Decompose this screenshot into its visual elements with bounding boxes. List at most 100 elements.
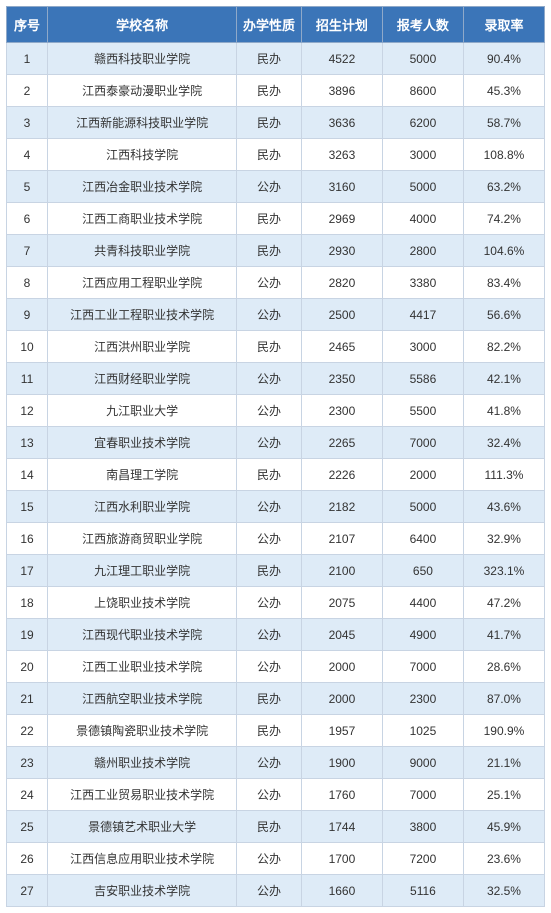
cell-rate: 32.9% xyxy=(463,523,544,555)
cell-app: 7200 xyxy=(382,843,463,875)
cell-app: 5000 xyxy=(382,43,463,75)
cell-type: 公办 xyxy=(237,651,302,683)
cell-name: 江西水利职业学院 xyxy=(48,491,237,523)
cell-type: 公办 xyxy=(237,843,302,875)
cell-name: 江西冶金职业技术学院 xyxy=(48,171,237,203)
col-header-plan: 招生计划 xyxy=(301,7,382,43)
cell-plan: 3896 xyxy=(301,75,382,107)
cell-seq: 18 xyxy=(7,587,48,619)
cell-rate: 42.1% xyxy=(463,363,544,395)
cell-seq: 24 xyxy=(7,779,48,811)
cell-name: 共青科技职业学院 xyxy=(48,235,237,267)
table-row: 9江西工业工程职业技术学院公办2500441756.6% xyxy=(7,299,545,331)
cell-rate: 28.6% xyxy=(463,651,544,683)
cell-seq: 4 xyxy=(7,139,48,171)
cell-seq: 9 xyxy=(7,299,48,331)
col-header-app: 报考人数 xyxy=(382,7,463,43)
cell-plan: 1700 xyxy=(301,843,382,875)
cell-seq: 25 xyxy=(7,811,48,843)
cell-rate: 104.6% xyxy=(463,235,544,267)
cell-type: 公办 xyxy=(237,171,302,203)
table-row: 7共青科技职业学院民办29302800104.6% xyxy=(7,235,545,267)
cell-name: 九江职业大学 xyxy=(48,395,237,427)
table-row: 25景德镇艺术职业大学民办1744380045.9% xyxy=(7,811,545,843)
cell-plan: 3263 xyxy=(301,139,382,171)
cell-seq: 3 xyxy=(7,107,48,139)
cell-name: 江西科技学院 xyxy=(48,139,237,171)
cell-name: 吉安职业技术学院 xyxy=(48,875,237,907)
cell-name: 江西泰豪动漫职业学院 xyxy=(48,75,237,107)
cell-seq: 7 xyxy=(7,235,48,267)
cell-rate: 21.1% xyxy=(463,747,544,779)
cell-plan: 2045 xyxy=(301,619,382,651)
cell-rate: 190.9% xyxy=(463,715,544,747)
cell-app: 4417 xyxy=(382,299,463,331)
cell-name: 景德镇陶瓷职业技术学院 xyxy=(48,715,237,747)
cell-plan: 2930 xyxy=(301,235,382,267)
admissions-table: 序号学校名称办学性质招生计划报考人数录取率 1赣西科技职业学院民办4522500… xyxy=(6,6,545,907)
cell-app: 1025 xyxy=(382,715,463,747)
cell-type: 民办 xyxy=(237,683,302,715)
table-row: 22景德镇陶瓷职业技术学院民办19571025190.9% xyxy=(7,715,545,747)
cell-plan: 1760 xyxy=(301,779,382,811)
cell-type: 民办 xyxy=(237,139,302,171)
cell-plan: 2000 xyxy=(301,683,382,715)
cell-app: 4900 xyxy=(382,619,463,651)
cell-plan: 1900 xyxy=(301,747,382,779)
cell-seq: 26 xyxy=(7,843,48,875)
cell-plan: 2465 xyxy=(301,331,382,363)
cell-name: 江西工商职业技术学院 xyxy=(48,203,237,235)
cell-app: 2300 xyxy=(382,683,463,715)
cell-seq: 16 xyxy=(7,523,48,555)
cell-rate: 87.0% xyxy=(463,683,544,715)
table-row: 23赣州职业技术学院公办1900900021.1% xyxy=(7,747,545,779)
cell-name: 江西工业贸易职业技术学院 xyxy=(48,779,237,811)
cell-type: 民办 xyxy=(237,43,302,75)
cell-plan: 2500 xyxy=(301,299,382,331)
cell-rate: 41.8% xyxy=(463,395,544,427)
cell-name: 上饶职业技术学院 xyxy=(48,587,237,619)
cell-name: 江西工业工程职业技术学院 xyxy=(48,299,237,331)
table-row: 4江西科技学院民办32633000108.8% xyxy=(7,139,545,171)
table-row: 18上饶职业技术学院公办2075440047.2% xyxy=(7,587,545,619)
cell-app: 3000 xyxy=(382,139,463,171)
table-row: 17九江理工职业学院民办2100650323.1% xyxy=(7,555,545,587)
cell-type: 民办 xyxy=(237,811,302,843)
table-row: 1赣西科技职业学院民办4522500090.4% xyxy=(7,43,545,75)
cell-type: 民办 xyxy=(237,459,302,491)
cell-type: 公办 xyxy=(237,395,302,427)
cell-app: 3000 xyxy=(382,331,463,363)
table-row: 14南昌理工学院民办22262000111.3% xyxy=(7,459,545,491)
cell-rate: 111.3% xyxy=(463,459,544,491)
cell-plan: 2075 xyxy=(301,587,382,619)
cell-type: 公办 xyxy=(237,523,302,555)
cell-type: 公办 xyxy=(237,299,302,331)
cell-seq: 11 xyxy=(7,363,48,395)
cell-rate: 45.3% xyxy=(463,75,544,107)
cell-rate: 43.6% xyxy=(463,491,544,523)
cell-app: 2800 xyxy=(382,235,463,267)
cell-name: 江西信息应用职业技术学院 xyxy=(48,843,237,875)
cell-seq: 17 xyxy=(7,555,48,587)
cell-name: 九江理工职业学院 xyxy=(48,555,237,587)
cell-rate: 83.4% xyxy=(463,267,544,299)
cell-app: 4400 xyxy=(382,587,463,619)
cell-rate: 32.5% xyxy=(463,875,544,907)
cell-app: 8600 xyxy=(382,75,463,107)
cell-app: 3800 xyxy=(382,811,463,843)
cell-name: 江西洪州职业学院 xyxy=(48,331,237,363)
cell-plan: 2300 xyxy=(301,395,382,427)
cell-app: 9000 xyxy=(382,747,463,779)
cell-name: 江西旅游商贸职业学院 xyxy=(48,523,237,555)
col-header-type: 办学性质 xyxy=(237,7,302,43)
cell-seq: 1 xyxy=(7,43,48,75)
cell-rate: 63.2% xyxy=(463,171,544,203)
cell-plan: 2182 xyxy=(301,491,382,523)
cell-type: 民办 xyxy=(237,555,302,587)
cell-seq: 6 xyxy=(7,203,48,235)
cell-type: 民办 xyxy=(237,107,302,139)
cell-app: 7000 xyxy=(382,779,463,811)
table-row: 26江西信息应用职业技术学院公办1700720023.6% xyxy=(7,843,545,875)
cell-seq: 8 xyxy=(7,267,48,299)
table-row: 5江西冶金职业技术学院公办3160500063.2% xyxy=(7,171,545,203)
